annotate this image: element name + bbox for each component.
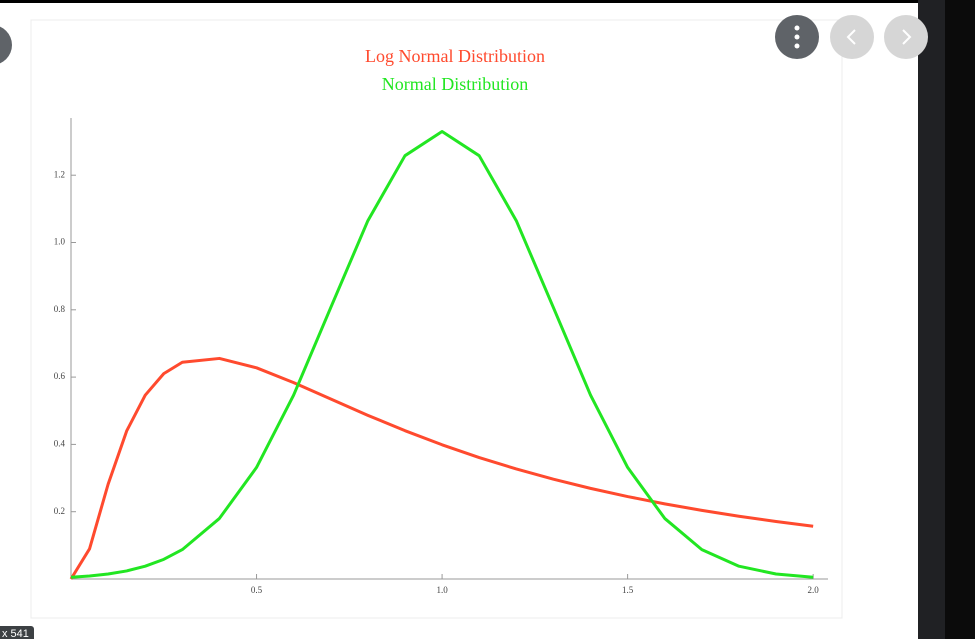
dot — [794, 25, 800, 31]
series-line — [70, 130, 814, 579]
legend-entry: Log Normal Distribution — [365, 46, 545, 66]
badge — [0, 626, 34, 639]
x-tick-label: 1.0 — [436, 585, 448, 595]
dot — [794, 43, 800, 49]
series-line — [69, 356, 814, 580]
y-tick-label: 1.0 — [54, 237, 66, 247]
forward-icon — [902, 29, 912, 45]
y-tick-label: 0.2 — [54, 506, 65, 516]
x-tick-label: 2.0 — [808, 585, 820, 595]
y-tick-label: 0.6 — [54, 371, 66, 381]
dot — [794, 34, 800, 40]
y-tick-label: 0.8 — [54, 304, 66, 314]
back-button[interactable] — [830, 15, 874, 59]
chart-frame — [30, 19, 843, 619]
top-bar — [0, 0, 975, 3]
x-tick-label: 1.5 — [622, 585, 634, 595]
prev-image-button[interactable] — [0, 25, 12, 65]
back-icon — [846, 29, 856, 45]
forward-button[interactable] — [884, 15, 928, 59]
x-tick-label: 0.5 — [251, 585, 263, 595]
legend-entry: Normal Distribution — [382, 74, 529, 94]
y-tick-label: 0.4 — [54, 438, 66, 448]
side-edge — [945, 0, 975, 639]
y-tick-label: 1.2 — [54, 169, 65, 179]
badge-text: x 541 — [2, 628, 29, 639]
